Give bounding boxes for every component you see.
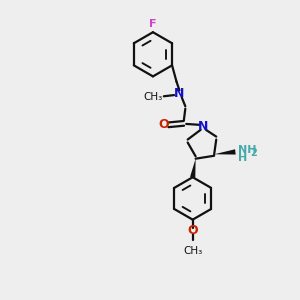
Text: 2: 2 bbox=[250, 148, 257, 158]
Text: H: H bbox=[238, 153, 247, 163]
Text: F: F bbox=[149, 19, 157, 29]
Polygon shape bbox=[190, 159, 196, 178]
Text: N: N bbox=[174, 87, 184, 101]
Text: O: O bbox=[159, 118, 170, 131]
Text: CH₃: CH₃ bbox=[183, 246, 202, 256]
Text: NH: NH bbox=[238, 145, 256, 155]
Text: O: O bbox=[188, 224, 198, 237]
Text: CH₃: CH₃ bbox=[143, 92, 162, 102]
Polygon shape bbox=[214, 149, 236, 154]
Text: N: N bbox=[198, 120, 208, 133]
